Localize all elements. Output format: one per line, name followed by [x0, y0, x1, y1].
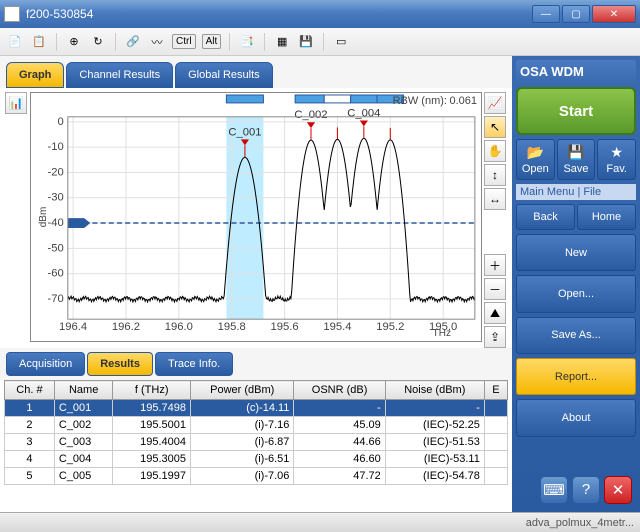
svg-text:-30: -30 — [47, 192, 63, 204]
svg-text:196.4: 196.4 — [59, 321, 87, 333]
about-button[interactable]: About — [516, 399, 636, 436]
svg-text:195.6: 195.6 — [270, 321, 298, 333]
menu-breadcrumb: Main Menu | File — [516, 184, 636, 200]
results-table-wrap: Ch. #Namef (THz)Power (dBm)OSNR (dB)Nois… — [0, 380, 512, 512]
tab-channel-results[interactable]: Channel Results — [66, 62, 173, 88]
tab-graph[interactable]: Graph — [6, 62, 64, 88]
new-icon[interactable]: 📄 — [6, 33, 24, 51]
open-button[interactable]: 📂Open — [516, 139, 555, 180]
refresh-icon[interactable]: ↻ — [89, 33, 107, 51]
subtab-results[interactable]: Results — [87, 352, 153, 376]
svg-text:196.0: 196.0 — [165, 321, 193, 333]
svg-text:0: 0 — [57, 116, 63, 128]
svg-text:195.4: 195.4 — [323, 321, 351, 333]
new-button[interactable]: New — [516, 234, 636, 271]
col-header[interactable]: Noise (dBm) — [385, 381, 484, 400]
disk-icon: 💾 — [567, 144, 584, 161]
report-button[interactable]: Report... — [516, 358, 636, 395]
help-icon[interactable]: ? — [572, 476, 600, 504]
start-button[interactable]: Start — [516, 87, 636, 135]
close-button[interactable]: ✕ — [592, 5, 636, 23]
table-row[interactable]: 5C_005195.1997(i)-7.0647.72(IEC)-54.78 — [5, 468, 508, 485]
app-icon — [4, 6, 20, 22]
view-tabs: GraphChannel ResultsGlobal Results — [0, 56, 512, 88]
col-header[interactable]: E — [484, 381, 507, 400]
svg-text:-10: -10 — [47, 141, 63, 153]
results-table[interactable]: Ch. #Namef (THz)Power (dBm)OSNR (dB)Nois… — [4, 380, 508, 485]
home-button[interactable]: Home — [577, 204, 636, 230]
folder-icon: 📂 — [527, 144, 544, 161]
open-icon[interactable]: 📋 — [30, 33, 48, 51]
table-row[interactable]: 3C_003195.4004(i)-6.8744.66(IEC)-51.53 — [5, 434, 508, 451]
status-text: adva_polmux_4metr... — [526, 517, 634, 529]
star-icon: ★ — [610, 144, 623, 161]
peaks-icon[interactable]: ⛰ — [484, 302, 506, 324]
table-row[interactable]: 2C_002195.5001(i)-7.1645.09(IEC)-52.25 — [5, 417, 508, 434]
save-icon[interactable]: 💾 — [297, 33, 315, 51]
x-axis-label: THz — [433, 328, 451, 339]
svg-text:-20: -20 — [47, 167, 63, 179]
link-icon[interactable]: 🔗 — [124, 33, 142, 51]
fit-icon[interactable]: 📈 — [484, 92, 506, 114]
col-header[interactable]: OSNR (dB) — [294, 381, 385, 400]
exit-icon[interactable]: ✕ — [604, 476, 632, 504]
back-button[interactable]: Back — [516, 204, 575, 230]
svg-text:-40: -40 — [47, 217, 63, 229]
chart-tools: 📈 ↖ ✋ ↕ ↔ ＋ － ⛰ ⇪ — [484, 92, 508, 348]
svg-text:-50: -50 — [47, 242, 63, 254]
maximize-button[interactable]: ▢ — [562, 5, 590, 23]
subtab-trace-info-[interactable]: Trace Info. — [155, 352, 233, 376]
alt-key[interactable]: Alt — [202, 34, 222, 49]
svg-text:C_004: C_004 — [347, 108, 380, 120]
result-tabs: AcquisitionResultsTrace Info. — [0, 348, 512, 380]
pointer-icon[interactable]: ↖ — [484, 116, 506, 138]
svg-text:C_002: C_002 — [294, 109, 327, 121]
keyboard-icon[interactable]: ⌨ — [540, 476, 568, 504]
table-row[interactable]: 1C_001195.7498(c)-14.11-- — [5, 400, 508, 417]
panel-title: OSA WDM — [516, 60, 636, 83]
openfile-button[interactable]: Open... — [516, 275, 636, 312]
minimize-button[interactable]: — — [532, 5, 560, 23]
y-axis-label: dBm — [38, 207, 49, 228]
col-header[interactable]: f (THz) — [113, 381, 191, 400]
zoomin-icon[interactable]: ＋ — [484, 254, 506, 276]
svg-text:195.2: 195.2 — [376, 321, 404, 333]
wave-icon[interactable]: 〰 — [148, 33, 166, 51]
export-chart-icon[interactable]: ⇪ — [484, 326, 506, 348]
vzoom-icon[interactable]: ↕ — [484, 164, 506, 186]
save-button[interactable]: 💾Save — [557, 139, 596, 180]
svg-text:C_001: C_001 — [228, 127, 261, 139]
hzoom-icon[interactable]: ↔ — [484, 188, 506, 210]
pan-icon[interactable]: ✋ — [484, 140, 506, 162]
rbw-label: RBW (nm): 0.061 — [393, 95, 477, 107]
side-panel: OSA WDM Start 📂Open 💾Save ★Fav. Main Men… — [512, 56, 640, 512]
subtab-acquisition[interactable]: Acquisition — [6, 352, 85, 376]
svg-text:-60: -60 — [47, 268, 63, 280]
ctrl-key[interactable]: Ctrl — [172, 34, 196, 49]
grid-icon[interactable]: ▭ — [332, 33, 350, 51]
export-icon[interactable]: ▦ — [273, 33, 291, 51]
tab-global-results[interactable]: Global Results — [175, 62, 273, 88]
saveas-button[interactable]: Save As... — [516, 317, 636, 354]
window-title: f200-530854 — [26, 7, 532, 21]
titlebar: f200-530854 — ▢ ✕ — [0, 0, 640, 28]
svg-text:195.8: 195.8 — [218, 321, 246, 333]
zoomout-icon[interactable]: － — [484, 278, 506, 300]
col-header[interactable]: Name — [54, 381, 113, 400]
fav-button[interactable]: ★Fav. — [597, 139, 636, 180]
copy-icon[interactable]: 📑 — [238, 33, 256, 51]
col-header[interactable]: Ch. # — [5, 381, 55, 400]
target-icon[interactable]: ⊕ — [65, 33, 83, 51]
yaxis-button[interactable]: 📊 — [5, 92, 27, 114]
table-row[interactable]: 4C_004195.3005(i)-6.5146.60(IEC)-53.11 — [5, 451, 508, 468]
svg-text:-70: -70 — [47, 293, 63, 305]
svg-text:196.2: 196.2 — [112, 321, 140, 333]
main-toolbar: 📄 📋 ⊕ ↻ 🔗 〰 Ctrl Alt 📑 ▦ 💾 ▭ — [0, 28, 640, 56]
spectrum-chart[interactable]: 0 -10 -20 -30 -40 -50 -60 -70 196.4 196.2 196.0 195… — [30, 92, 482, 342]
col-header[interactable]: Power (dBm) — [190, 381, 293, 400]
statusbar: adva_polmux_4metr... — [0, 512, 640, 532]
